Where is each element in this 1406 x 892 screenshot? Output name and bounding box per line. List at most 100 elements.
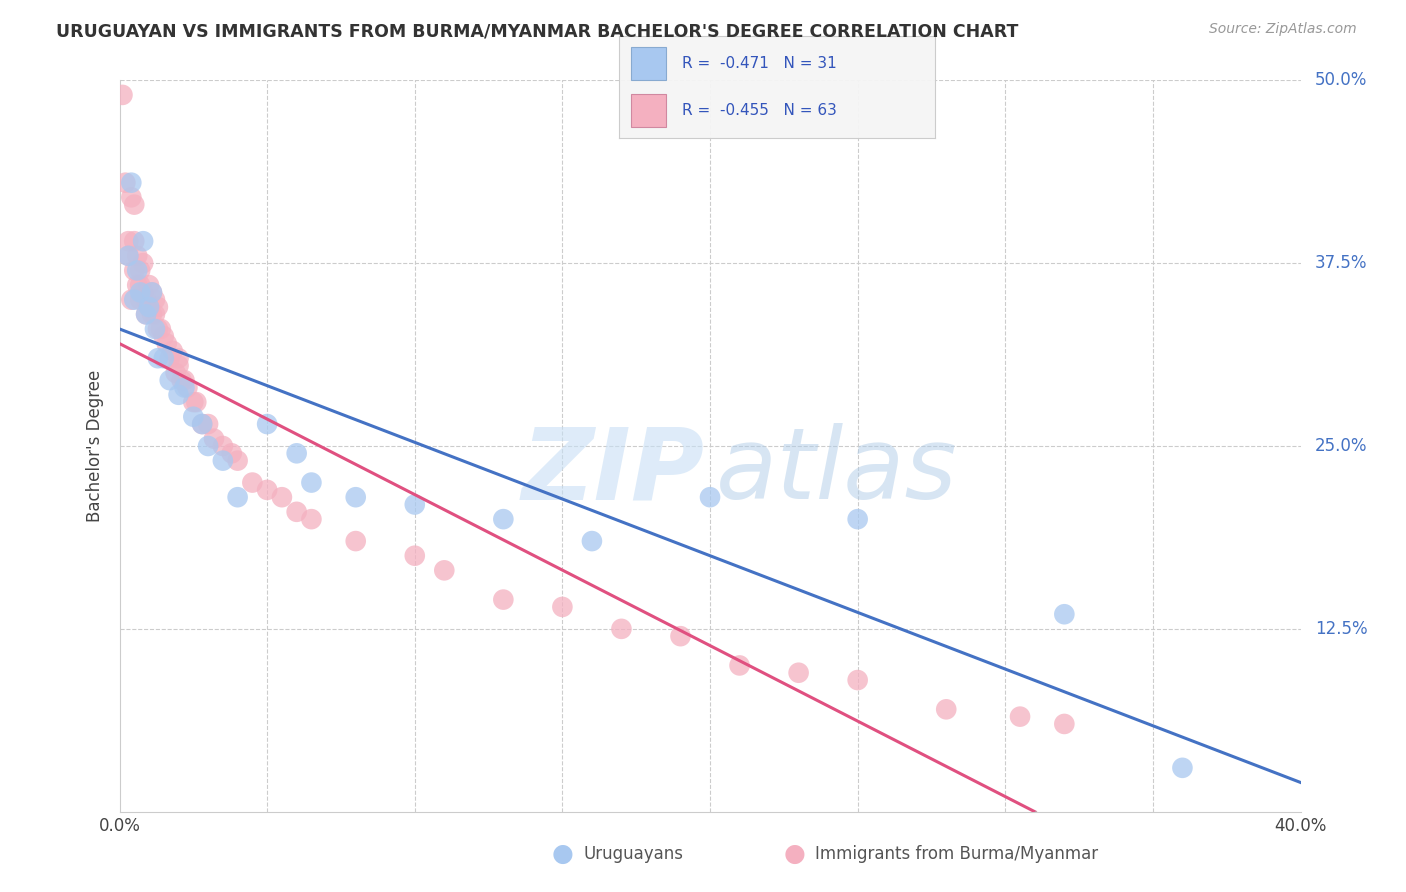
Point — [1010, 709, 1032, 723]
Text: R =  -0.455   N = 63: R = -0.455 N = 63 — [682, 103, 837, 118]
Point — [433, 563, 456, 577]
Text: ●: ● — [783, 842, 806, 865]
Point — [211, 453, 233, 467]
Point — [153, 329, 174, 343]
Point — [728, 658, 751, 673]
Point — [143, 293, 166, 307]
Point — [138, 300, 160, 314]
Point — [141, 285, 163, 300]
Point — [285, 505, 308, 519]
Point — [256, 483, 278, 497]
Point — [404, 549, 426, 563]
Point — [141, 307, 163, 321]
Point — [202, 432, 225, 446]
Point — [146, 322, 169, 336]
Point — [226, 453, 249, 467]
Point — [1053, 607, 1076, 622]
Point — [186, 395, 208, 409]
Point — [699, 490, 721, 504]
Text: 37.5%: 37.5% — [1315, 254, 1367, 272]
Point — [270, 490, 294, 504]
Point — [135, 307, 157, 321]
Point — [153, 351, 174, 366]
Text: Source: ZipAtlas.com: Source: ZipAtlas.com — [1209, 22, 1357, 37]
Point — [124, 263, 146, 277]
Point — [129, 263, 152, 277]
Point — [129, 278, 152, 293]
Point — [132, 256, 155, 270]
Point — [159, 373, 181, 387]
Text: 25.0%: 25.0% — [1315, 437, 1367, 455]
Point — [669, 629, 692, 643]
Point — [127, 249, 149, 263]
Point — [135, 293, 157, 307]
Point — [167, 351, 190, 366]
Point — [117, 249, 139, 263]
Point — [165, 366, 187, 380]
Point — [1171, 761, 1194, 775]
Point — [114, 176, 136, 190]
Point — [492, 592, 515, 607]
Y-axis label: Bachelor's Degree: Bachelor's Degree — [86, 370, 104, 522]
Point — [226, 490, 249, 504]
Point — [117, 249, 139, 263]
Point — [344, 490, 367, 504]
Point — [183, 395, 205, 409]
Point — [117, 234, 139, 248]
Text: Immigrants from Burma/Myanmar: Immigrants from Burma/Myanmar — [815, 845, 1098, 863]
Point — [120, 190, 142, 204]
Point — [143, 307, 166, 321]
Bar — [631, 47, 666, 79]
Point — [156, 336, 179, 351]
Text: atlas: atlas — [716, 423, 957, 520]
Point — [935, 702, 957, 716]
Point — [846, 673, 869, 687]
Point — [551, 599, 574, 614]
Point — [146, 300, 169, 314]
Point — [138, 300, 160, 314]
Point — [176, 380, 198, 394]
Point — [127, 278, 149, 293]
Point — [191, 417, 214, 431]
Point — [1053, 717, 1076, 731]
Point — [581, 534, 603, 549]
Point — [492, 512, 515, 526]
Point — [301, 475, 323, 490]
Text: ●: ● — [551, 842, 574, 865]
Bar — [631, 95, 666, 127]
Point — [221, 446, 243, 460]
Text: 50.0%: 50.0% — [1315, 71, 1367, 89]
Point — [159, 351, 181, 366]
Point — [197, 417, 219, 431]
Point — [132, 234, 155, 248]
Point — [242, 475, 264, 490]
Point — [167, 388, 190, 402]
Text: R =  -0.471   N = 31: R = -0.471 N = 31 — [682, 56, 837, 70]
Point — [183, 409, 205, 424]
Point — [124, 293, 146, 307]
Point — [344, 534, 367, 549]
Point — [135, 307, 157, 321]
Point — [167, 359, 190, 373]
Point — [129, 285, 152, 300]
Point — [111, 87, 134, 102]
Point — [124, 197, 146, 211]
Point — [120, 293, 142, 307]
Point — [211, 439, 233, 453]
Point — [846, 512, 869, 526]
Text: URUGUAYAN VS IMMIGRANTS FROM BURMA/MYANMAR BACHELOR'S DEGREE CORRELATION CHART: URUGUAYAN VS IMMIGRANTS FROM BURMA/MYANM… — [56, 22, 1018, 40]
Point — [162, 343, 184, 358]
Point — [146, 351, 169, 366]
Point — [129, 293, 152, 307]
Point — [149, 322, 172, 336]
Point — [173, 373, 195, 387]
Point — [141, 285, 163, 300]
Point — [404, 498, 426, 512]
Point — [124, 234, 146, 248]
Text: Uruguayans: Uruguayans — [583, 845, 683, 863]
Point — [138, 278, 160, 293]
Point — [610, 622, 633, 636]
Point — [120, 176, 142, 190]
Point — [173, 380, 195, 394]
Point — [191, 417, 214, 431]
